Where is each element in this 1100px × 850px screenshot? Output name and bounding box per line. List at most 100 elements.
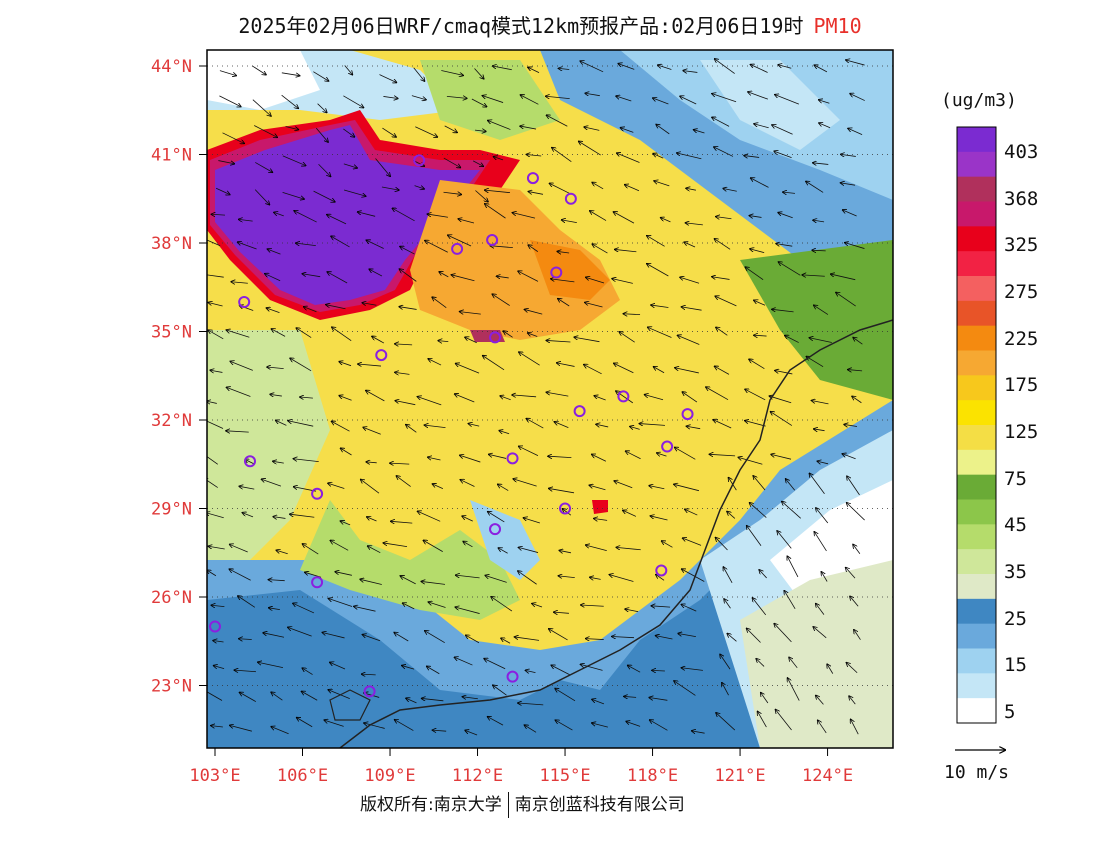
wind-vector: [406, 698, 417, 704]
wind-vector: [652, 670, 665, 671]
wind-vector: [749, 503, 767, 518]
wind-vector: [647, 236, 665, 247]
wind-vector: [265, 274, 281, 282]
city-marker: [559, 502, 572, 515]
wind-vector: [218, 160, 234, 164]
city-marker: [655, 564, 668, 577]
wind-vector: [492, 294, 510, 306]
wind-vector: [322, 632, 345, 639]
wind-vector: [715, 296, 737, 307]
wind-vector: [685, 509, 698, 516]
wind-vector: [827, 664, 834, 674]
city-marker: [209, 620, 221, 633]
wind-vector: [441, 70, 463, 75]
wind-vector: [489, 454, 507, 459]
wind-vector: [500, 396, 511, 401]
wind-vector: [814, 65, 828, 73]
wind-vector: [324, 720, 344, 727]
wind-vector: [559, 68, 570, 69]
wind-vector: [812, 400, 829, 405]
city-marker: [311, 487, 324, 500]
wind-vector: [623, 510, 637, 517]
wind-vector: [240, 692, 256, 702]
wind-vector: [417, 397, 442, 406]
wind-vector: [850, 596, 859, 607]
wind-vector: [759, 570, 767, 579]
wind-vector: [749, 216, 762, 218]
wind-vector: [614, 363, 634, 374]
wind-vector: [716, 713, 736, 731]
wind-vector: [682, 569, 705, 582]
wind-vector: [327, 215, 347, 225]
wind-vector: [712, 94, 737, 103]
wind-vector: [242, 513, 254, 518]
wind-vector: [620, 128, 634, 133]
south-sea-green: [740, 560, 893, 748]
wind-vector: [493, 66, 512, 71]
wind-vector: [785, 336, 799, 343]
colorbar-segment: [957, 226, 996, 252]
city-marker: [506, 452, 519, 465]
wind-vector: [585, 93, 600, 95]
wind-vector: [745, 389, 766, 401]
city-marker: [661, 440, 674, 453]
wind-vector: [775, 371, 793, 375]
wind-vector: [331, 236, 350, 248]
wind-vector: [841, 154, 856, 156]
wind-vector: [456, 575, 480, 579]
wind-vector: [519, 446, 539, 457]
wind-vector: [458, 219, 475, 224]
wind-vector: [847, 476, 860, 496]
wind-vector: [686, 426, 701, 428]
colorbar-segment: [957, 449, 996, 476]
wind-vector: [592, 244, 608, 254]
wind-vector: [343, 189, 366, 196]
lon-tick-label: 118°E: [627, 766, 678, 786]
wind-vector: [714, 239, 731, 250]
wind-vector: [293, 459, 319, 463]
wind-vector: [432, 730, 447, 731]
wind-vector: [562, 509, 572, 516]
lat-tick-label: 44°N: [151, 57, 192, 77]
wind-vector: [267, 367, 284, 369]
wind-vector: [713, 420, 732, 429]
wind-vector: [328, 690, 350, 699]
wind-vector: [474, 130, 486, 131]
wind-vector: [281, 72, 300, 76]
wind-vector: [282, 155, 306, 166]
lat-tick-label: 38°N: [151, 234, 192, 254]
wind-vector: [750, 249, 765, 254]
wind-vector: [723, 188, 737, 191]
wind-vector: [239, 486, 255, 490]
wind-vector: [625, 609, 639, 612]
colorbar-segment: [957, 127, 996, 153]
wind-vector: [369, 269, 383, 277]
wind-vector: [528, 192, 544, 195]
wind-vector: [723, 567, 733, 584]
wind-vector: [551, 665, 571, 676]
city-marker: [451, 242, 464, 255]
wind-vector: [391, 521, 413, 523]
wind-vector: [650, 720, 668, 731]
colorbar-label: 125: [1004, 421, 1039, 443]
wind-vector: [455, 607, 480, 614]
wind-vector: [462, 697, 478, 699]
wind-vector: [488, 717, 504, 726]
city-marker: [550, 266, 563, 279]
wind-vector: [362, 635, 381, 642]
wind-vector: [438, 341, 449, 342]
wind-vector: [750, 65, 768, 73]
wind-vector: [558, 299, 570, 307]
wind-vector: [399, 307, 417, 310]
colorbar-segment: [957, 574, 996, 600]
wind-vector: [518, 703, 544, 705]
wind-vector: [846, 567, 856, 579]
wind-vector: [789, 657, 798, 669]
wind-vector: [485, 190, 511, 194]
wind-vector: [656, 575, 665, 581]
wind-vector: [425, 631, 445, 644]
colorbar-unit: (ug/m3): [941, 90, 1017, 111]
wind-vector: [550, 183, 572, 195]
wind-vector: [207, 274, 224, 278]
wind-vector: [518, 571, 537, 585]
